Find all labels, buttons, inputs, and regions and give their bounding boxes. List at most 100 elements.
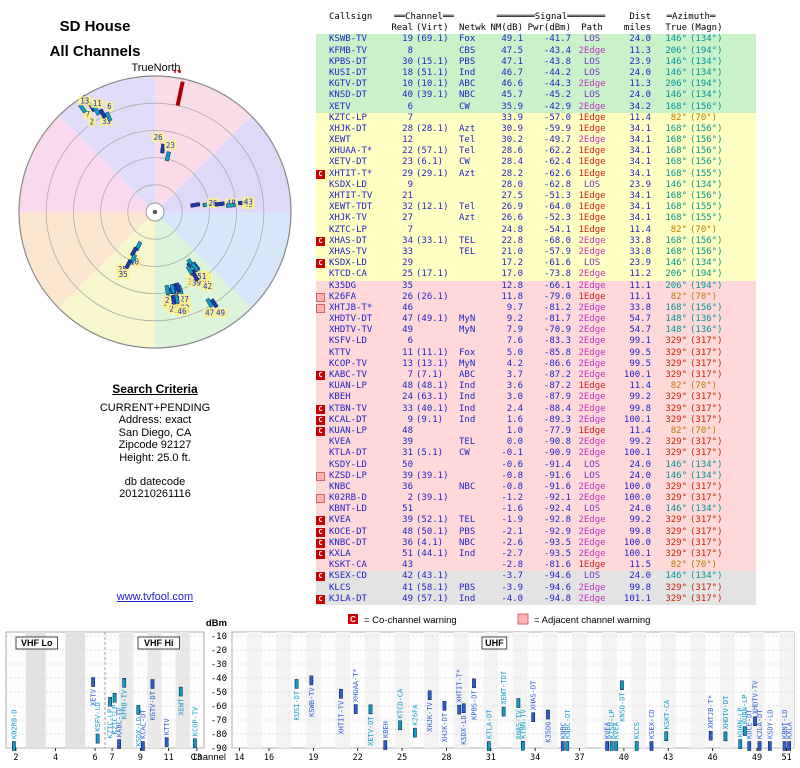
pwr-dbm-cell: -91.4 — [543, 459, 571, 470]
co-channel-legend-label: = Co-channel warning — [364, 615, 457, 626]
nm-db-cell: -2.8 — [501, 560, 523, 571]
azimuth-true-cell: 329° — [665, 347, 687, 358]
virtual-channel-cell: (33.1) — [416, 235, 449, 246]
callsign-cell: KOCE-DT — [329, 526, 367, 537]
network-cell — [457, 258, 489, 269]
callsign-cell: KVEA — [329, 515, 351, 526]
channel-band — [305, 632, 321, 748]
pwr-dbm-cell: -45.2 — [543, 90, 571, 101]
pwr-dbm-cell: -54.1 — [543, 224, 571, 235]
azimuth-magn-cell: (317°) — [690, 515, 723, 526]
azimuth-magn-cell: (155°) — [690, 168, 723, 179]
network-cell: Tel — [459, 202, 476, 213]
azimuth-magn-cell: (134°) — [690, 179, 723, 190]
warning-cell — [316, 157, 329, 168]
dist-miles-cell: 11.1 — [629, 291, 651, 302]
real-channel-cell: 33 — [402, 246, 413, 257]
channel-tick-label: 31 — [486, 753, 496, 763]
pwr-dbm-cell: -57.9 — [543, 246, 571, 257]
virt-header: (Virt) — [416, 23, 449, 34]
search-criteria: Search Criteria CURRENT+PENDING Address:… — [0, 382, 310, 501]
path-cell: 1Edge — [578, 112, 606, 123]
dist-miles-cell: 24.0 — [629, 90, 651, 101]
marker-channel-label: 13 — [80, 96, 89, 105]
marker-channel-label: 33 — [102, 117, 111, 126]
table-row: KSWB-TV 19 (69.1) Fox 49.1 -41.7 LOS 24.0 146° (1… — [316, 34, 756, 46]
virtual-channel-cell: (40.1) — [416, 403, 449, 414]
callsign-cell: KVEA — [329, 437, 351, 448]
radar-sector — [155, 76, 252, 212]
nm-header: NM(dB) — [490, 23, 523, 34]
virtual-channel-cell: (57.1) — [416, 593, 449, 604]
co-channel-legend-letter: C — [350, 615, 356, 624]
network-cell — [457, 504, 489, 515]
pwr-dbm-cell: -62.2 — [543, 146, 571, 157]
path-cell: 1Edge — [578, 123, 606, 134]
table-row: C XHAS-DT 34 (33.1) TEL 22.8 -68.0 2Edge 33.8 168… — [316, 235, 756, 247]
azimuth-true-cell: 146° — [665, 56, 687, 67]
azimuth-magn-cell: (317°) — [690, 347, 723, 358]
dist-miles-cell: 54.7 — [629, 314, 651, 325]
network-cell: Ind — [459, 414, 476, 425]
spectrum-station-marker — [546, 709, 550, 720]
path-cell: LOS — [583, 258, 601, 269]
real-channel-cell: 27 — [402, 213, 413, 224]
azimuth-magn-cell: (156°) — [690, 157, 723, 168]
spectrum-station-label: KSDY-LD — [766, 709, 774, 739]
pwr-dbm-cell: -91.6 — [543, 481, 571, 492]
dist-miles-cell: 11.4 — [629, 425, 651, 436]
nm-db-cell: 46.7 — [501, 67, 523, 78]
warning-cell — [316, 146, 329, 157]
dbm-tick-label: -40 — [211, 674, 227, 684]
virtual-channel-cell: (39.1) — [416, 470, 449, 481]
network-cell: Tel — [459, 135, 476, 146]
azimuth-true-cell: 146° — [665, 258, 687, 269]
spectrum-station-label: XETV — [90, 688, 98, 706]
nm-db-cell: -1.9 — [501, 515, 523, 526]
virtual-channel-cell — [413, 46, 457, 57]
callsign-cell: XETV — [329, 101, 351, 112]
channel-band — [631, 632, 647, 748]
table-header-row-1: Callsign ══Channel══ ═══════Signal══════… — [316, 12, 756, 23]
azimuth-true-cell: 206° — [665, 79, 687, 90]
band-label: UHF — [485, 638, 504, 648]
path-cell: 2Edge — [578, 235, 606, 246]
pwr-dbm-cell: -91.6 — [543, 470, 571, 481]
warning-cell — [316, 68, 329, 79]
spectrum-station-label: XHAS-TV — [515, 709, 523, 739]
spectrum-station-label: XHDTV-TV — [752, 680, 760, 715]
virtual-channel-cell — [413, 426, 457, 437]
plot-title-line2: All Channels — [49, 43, 141, 60]
table-row: C XHTIT-T* 29 (29.1) Azt 28.2 -62.6 1Edge 34.1 16… — [316, 168, 756, 180]
callsign-cell: KTCD-CA — [329, 269, 367, 280]
pwr-dbm-cell: -44.3 — [543, 79, 571, 90]
azimuth-true-cell: 168° — [665, 157, 687, 168]
spectrum-station-marker — [753, 716, 757, 727]
table-row: C KXLA 51 (44.1) Ind -2.7 -93.5 2Edge 100.1 329°(… — [316, 549, 756, 561]
station-marker — [124, 259, 133, 270]
nm-db-cell: 9.7 — [506, 302, 523, 313]
azimuth-magn-cell: (136°) — [690, 314, 723, 325]
spectrum-station-label: KOCE-DT — [746, 709, 754, 739]
spectrum-station-marker — [368, 704, 373, 715]
network-cell: CW — [459, 101, 470, 112]
station-marker — [104, 111, 113, 122]
azimuth-magn-cell: (317°) — [690, 481, 723, 492]
pwr-dbm-cell: -77.9 — [543, 425, 571, 436]
spectrum-station-label: KUSI-DT — [293, 690, 301, 720]
nm-db-cell: 35.9 — [501, 101, 523, 112]
network-cell — [457, 336, 489, 347]
spectrum-station-marker — [108, 697, 112, 707]
dist-miles-cell: 34.1 — [629, 213, 651, 224]
virtual-channel-cell — [413, 225, 457, 236]
dist-miles-cell: 11.5 — [629, 560, 651, 571]
spectrum-station-marker — [91, 677, 95, 687]
pwr-dbm-cell: -52.3 — [543, 213, 571, 224]
spectrum-station-label: XEWT — [177, 698, 185, 716]
table-row: KBNT-LD 51 -1.6 -92.4 LOS 24.0 146° (134°) — [316, 504, 756, 516]
spectrum-station-label: KFMB-TV — [121, 689, 129, 719]
marker-channel-label: 42 — [203, 282, 212, 291]
tvfool-link[interactable]: www.tvfool.com — [116, 591, 194, 603]
callsign-cell: KABC-TV — [329, 370, 367, 380]
table-row: KZTC-LP 7 24.8 -54.1 1Edge 11.4 82° (70°) — [316, 224, 756, 236]
